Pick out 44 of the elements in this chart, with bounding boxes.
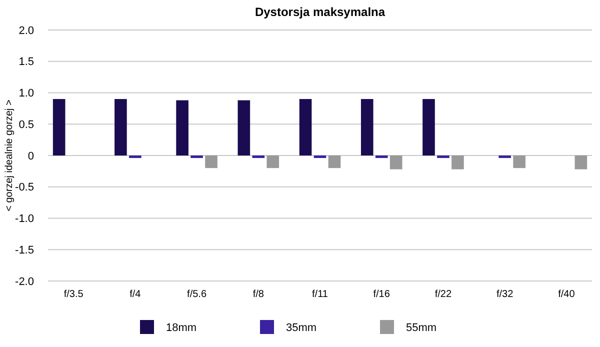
bar: [238, 100, 250, 156]
x-tick-label: f/32: [496, 289, 514, 300]
bar: [129, 156, 142, 158]
bar: [574, 156, 588, 170]
bar: [314, 156, 326, 158]
y-tick-label: -1.0: [15, 213, 34, 226]
chart-title: Dystorsja maksymalna: [254, 5, 386, 19]
bar: [114, 99, 127, 156]
bar: [390, 156, 402, 170]
x-tick-label: f/11: [312, 289, 328, 300]
bar: [422, 99, 435, 156]
bar: [252, 156, 265, 158]
y-axis-title: < gorzej idealnie gorzej >: [4, 99, 15, 212]
y-tick-label: -0.5: [15, 182, 34, 194]
y-tick-label: 0: [28, 150, 34, 162]
bar: [328, 156, 341, 168]
legend-label: 18mm: [166, 322, 197, 334]
bar: [513, 156, 526, 168]
legend-label: 55mm: [406, 322, 437, 334]
y-tick-label: 1.0: [18, 88, 34, 100]
y-tick-label: -2.0: [15, 276, 34, 288]
bar: [266, 156, 280, 168]
x-tick-label: f/22: [434, 289, 452, 300]
legend-label: 35mm: [286, 322, 317, 334]
bar: [190, 156, 203, 158]
x-tick-label: f/5.6: [187, 289, 207, 300]
x-tick-label: f/16: [373, 289, 390, 300]
y-tick-label: 2.0: [18, 24, 34, 37]
bar: [498, 156, 511, 158]
x-tick-label: f/4: [130, 289, 142, 300]
y-tick-label: 0.5: [18, 118, 34, 131]
y-tick-label: -1.5: [15, 244, 34, 256]
y-tick-label: 1.5: [18, 56, 34, 68]
x-tick-label: f/8: [252, 289, 264, 300]
bar: [52, 99, 66, 156]
bar: [452, 156, 464, 170]
bar: [299, 99, 312, 156]
bar: [437, 156, 450, 158]
x-tick-label: f/3.5: [64, 289, 84, 300]
bar: [360, 99, 374, 156]
bar: [176, 100, 188, 156]
x-tick-label: f/40: [558, 289, 576, 300]
bar: [205, 156, 218, 168]
bar: [375, 156, 388, 158]
